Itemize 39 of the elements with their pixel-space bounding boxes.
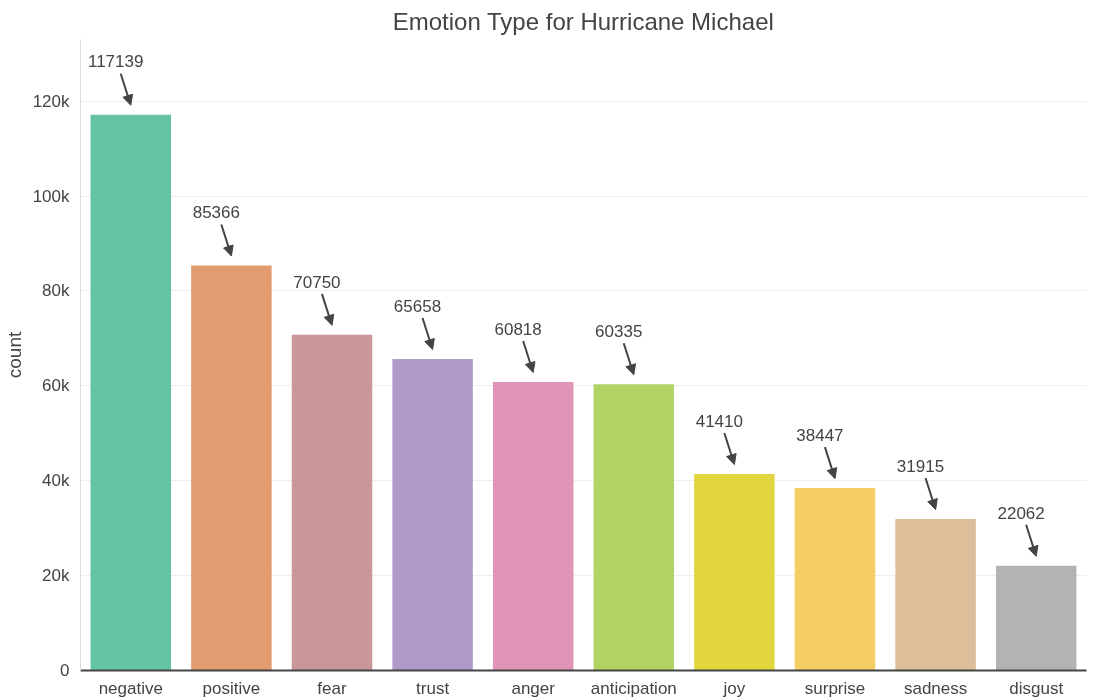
x-tick-label: anticipation bbox=[590, 678, 677, 698]
bar bbox=[694, 474, 775, 671]
bar bbox=[593, 384, 675, 671]
y-tick-label: 40k bbox=[42, 471, 70, 491]
x-tick-label: surprise bbox=[804, 678, 866, 698]
y-tick-label: 100k bbox=[32, 186, 70, 206]
data-label: 70750 bbox=[293, 272, 341, 292]
data-label: 117139 bbox=[87, 52, 144, 72]
chart-title: Emotion Type for Hurricane Michael bbox=[392, 7, 774, 35]
bar bbox=[90, 114, 172, 671]
x-tick-label: joy bbox=[722, 678, 746, 698]
x-tick-label: anger bbox=[511, 678, 556, 698]
y-tick-label: 20k bbox=[42, 566, 70, 586]
x-tick-label: sadness bbox=[903, 678, 968, 698]
data-label: 31915 bbox=[896, 456, 945, 476]
bar bbox=[392, 358, 473, 671]
bar bbox=[291, 334, 373, 671]
x-tick-label: fear bbox=[317, 678, 347, 698]
y-tick-label: 60k bbox=[42, 376, 70, 396]
data-label: 22062 bbox=[997, 503, 1045, 523]
data-label: 41410 bbox=[695, 411, 743, 431]
bar bbox=[895, 519, 976, 671]
data-label: 38447 bbox=[796, 425, 844, 445]
bar bbox=[995, 565, 1077, 671]
bar bbox=[492, 381, 574, 671]
y-tick-label: 120k bbox=[32, 91, 70, 111]
x-tick-label: disgust bbox=[1009, 678, 1064, 698]
data-label: 60818 bbox=[494, 319, 542, 339]
y-tick-label: 0 bbox=[60, 661, 70, 680]
data-label: 65658 bbox=[393, 296, 442, 316]
data-label: 60335 bbox=[595, 321, 643, 341]
y-tick-label: 80k bbox=[42, 281, 70, 301]
y-axis-title: count bbox=[3, 331, 25, 379]
x-tick-label: positive bbox=[202, 678, 261, 698]
data-label: 85366 bbox=[192, 203, 240, 223]
bar bbox=[794, 488, 876, 671]
x-tick-label: trust bbox=[416, 678, 450, 698]
x-tick-label: negative bbox=[98, 678, 163, 698]
bar bbox=[191, 265, 272, 671]
